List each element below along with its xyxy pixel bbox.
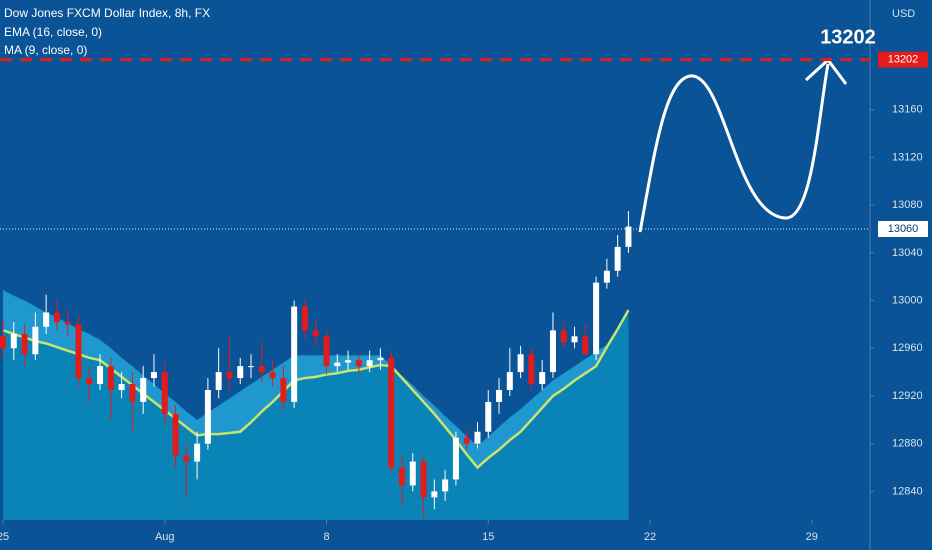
candle-body <box>377 357 384 361</box>
candle-body <box>506 372 513 390</box>
candle-body <box>280 378 287 402</box>
candle-body <box>150 372 157 379</box>
y-tick-label: 12960 <box>892 342 923 354</box>
x-tick-label: 8 <box>323 531 329 543</box>
y-tick-label: 13120 <box>892 151 923 163</box>
candle-body <box>226 372 233 379</box>
y-tick-label: 12840 <box>892 485 923 497</box>
candle-body <box>571 336 578 343</box>
candle-body <box>496 390 503 402</box>
legend-entry: EMA (16, close, 0) <box>4 25 102 39</box>
candle-body <box>0 336 6 349</box>
candle-body <box>118 384 125 390</box>
candle-body <box>43 312 50 327</box>
candle-body <box>625 226 632 247</box>
candle-body <box>301 306 308 331</box>
target-price-box <box>878 51 928 68</box>
candle-body <box>323 336 330 367</box>
candle-body <box>194 443 201 462</box>
candle-body <box>86 378 93 385</box>
candle-body <box>603 270 610 283</box>
candle-body <box>291 306 298 402</box>
candle-body <box>258 366 265 373</box>
candle-body <box>64 322 71 325</box>
candle-body <box>593 282 600 355</box>
target-price-label: 13202 <box>888 54 919 66</box>
candle-body <box>366 360 373 367</box>
indicator-area <box>3 310 629 520</box>
candle-body <box>398 467 405 486</box>
candle-body <box>463 437 470 444</box>
x-tick-label: 29 <box>806 531 818 543</box>
candle-body <box>409 461 416 486</box>
candle-body <box>161 372 168 414</box>
y-tick-label: 12880 <box>892 438 923 450</box>
candle-body <box>485 401 492 432</box>
candle-body <box>539 372 546 385</box>
drawn-projection <box>638 63 830 233</box>
legend-entry: MA (9, close, 0) <box>4 43 87 57</box>
candle-body <box>334 362 341 367</box>
candle-body <box>549 330 556 373</box>
candle-body <box>452 437 459 480</box>
candle-body <box>237 366 244 379</box>
candle-body <box>183 455 190 462</box>
candle-body <box>528 354 535 385</box>
candle-body <box>560 330 567 343</box>
candle-body <box>10 333 17 349</box>
candle-body <box>431 491 438 498</box>
x-tick-label: Aug <box>155 531 175 543</box>
plot-area <box>0 211 632 520</box>
last-price-label: 13060 <box>888 223 919 235</box>
candle-body <box>32 326 39 355</box>
candle-body <box>582 336 589 355</box>
y-tick-label: 13080 <box>892 199 923 211</box>
y-tick-label: 13040 <box>892 247 923 259</box>
candle-body <box>75 324 82 379</box>
y-tick-label: 13000 <box>892 294 923 306</box>
candle-body <box>204 390 211 444</box>
candle-body <box>474 431 481 444</box>
y-tick-label: 12920 <box>892 390 923 402</box>
indicator-line <box>2 309 630 470</box>
candle-body <box>129 384 136 402</box>
last-price-box <box>878 220 928 237</box>
currency-label: USD <box>892 8 915 20</box>
candle-body <box>312 330 319 337</box>
candle-body <box>388 357 395 468</box>
candle-body <box>355 360 362 367</box>
candle-body <box>442 479 449 492</box>
candle-body <box>420 461 427 498</box>
candle-body <box>97 366 104 385</box>
candle-body <box>517 354 524 373</box>
x-tick-label: 25 <box>0 531 9 543</box>
candle-body <box>215 372 222 390</box>
x-tick-label: 22 <box>644 531 656 543</box>
target-annotation: 13202 <box>820 26 876 48</box>
candle-body <box>107 366 114 390</box>
candle-body <box>269 372 276 379</box>
candle-body <box>21 333 28 355</box>
candle-body <box>345 360 352 363</box>
candle-body <box>140 378 147 402</box>
candle-body <box>614 246 621 271</box>
chart-title: Dow Jones FXCM Dollar Index, 8h, FX <box>4 6 210 20</box>
candle-body <box>172 413 179 456</box>
candle-body <box>53 312 60 323</box>
candle-body <box>248 366 255 368</box>
x-tick-label: 15 <box>482 531 494 543</box>
y-tick-label: 13160 <box>892 104 923 116</box>
